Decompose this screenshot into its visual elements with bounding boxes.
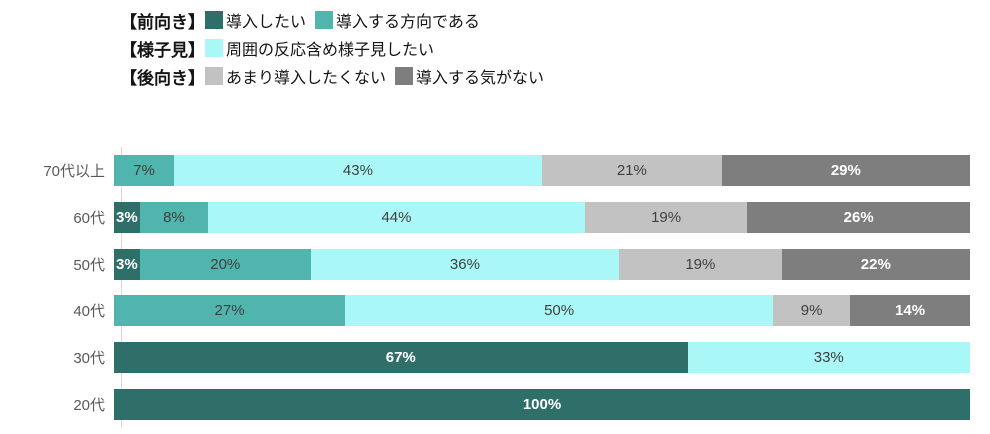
legend-item-label: 導入したい [226,14,307,31]
category-label: 20代 [73,397,105,415]
bar-segment: 8% [139,201,209,233]
category-label: 40代 [73,303,105,321]
bar-value-label: 50% [544,302,575,320]
legend-item: 導入する方向である [315,8,480,32]
legend-group-title: 【前向き】 [120,12,205,32]
bar-value-label: 26% [843,208,874,226]
bar-segment: 29% [721,154,970,186]
bar-segment: 21% [541,154,722,186]
chart-legend: 【前向き】 導入したい 導入する方向である【様子見】 周囲の反応含め様子見したい【後向… [120,6,553,90]
legend-item-label: あまり導入したくない [226,70,387,87]
bar-segment: 33% [687,342,970,374]
bar-segment: 19% [619,248,782,280]
category-label: 70代以上 [43,162,105,180]
bar-segment: 20% [139,248,311,280]
bar-value-label: 19% [685,255,716,273]
legend-swatch-icon [205,11,223,29]
bar-segment: 43% [173,154,542,186]
category-label: 50代 [73,256,105,274]
bar-segment: 22% [781,248,970,280]
bar-stack: 27% 50% 9% 14% [114,295,970,327]
bar-value-label: 36% [449,255,480,273]
bar-segment: 7% [114,154,174,186]
bar-row: 60代 3% 8% 44% 19% 26% [0,194,970,241]
legend-line: 【前向き】 導入したい 導入する方向である [120,6,553,34]
bar-value-label: 9% [800,302,823,320]
legend-item-label: 導入する気がない [416,70,545,87]
bar-segment: 14% [850,295,970,327]
legend-swatch-icon [205,67,223,85]
bar-value-label: 67% [385,349,416,367]
legend-swatch-icon [315,11,334,29]
legend-line: 【様子見】 周囲の反応含め様子見したい [120,34,553,62]
bar-row: 30代 67% 33% [0,334,970,381]
category-label: 30代 [73,350,105,368]
bar-value-label: 100% [522,396,562,414]
bar-segment: 67% [114,342,688,374]
bar-value-label: 27% [214,302,245,320]
bar-stack: 100% [114,389,970,421]
legend-group-title: 【後向き】 [120,68,205,88]
bar-value-label: 3% [115,255,138,273]
bar-row: 20代 100% [0,381,970,428]
bar-value-label: 21% [616,161,647,179]
legend-item: 周囲の反応含め様子見したい [205,36,434,60]
bar-row: 70代以上 7% 43% 21% 29% [0,147,970,194]
bar-value-label: 3% [115,208,138,226]
bar-segment: 36% [310,248,620,280]
bar-segment: 3% [114,201,140,233]
bar-segment: 50% [345,295,774,327]
bar-segment: 19% [584,201,748,233]
legend-group-title: 【様子見】 [120,40,205,60]
legend-item: 導入する気がない [395,64,544,88]
legend-item-label: 導入する方向である [336,14,480,31]
bar-stack: 3% 8% 44% 19% 26% [114,201,970,233]
bar-stack: 7% 43% 21% 29% [114,154,970,186]
bar-value-label: 44% [381,208,412,226]
y-axis-line [121,147,122,428]
legend-swatch-icon [205,39,223,57]
bar-stack: 67% 33% [114,342,970,374]
legend-swatch-icon [395,67,414,85]
bar-value-label: 19% [651,208,682,226]
bar-value-label: 7% [133,161,155,179]
bar-segment: 9% [773,295,851,327]
bar-row: 50代 3% 20% 36% 19% 22% [0,241,970,288]
bar-segment: 44% [208,201,585,233]
bar-value-label: 43% [342,161,373,179]
bar-value-label: 29% [830,161,861,179]
bar-segment: 3% [114,248,140,280]
bar-stack: 3% 20% 36% 19% 22% [114,248,970,280]
bar-segment: 27% [114,295,346,327]
bar-row: 40代 27% 50% 9% 14% [0,287,970,334]
plot-area: 70代以上 7% 43% 21% 29% 60代 3% 8% 44% 19% 26% 50代 3% 20%… [0,147,970,428]
legend-item-label: 周囲の反応含め様子見したい [226,42,435,59]
legend-item: あまり導入したくない [205,64,386,88]
category-label: 60代 [73,209,105,227]
legend-line: 【後向き】 あまり導入したくない 導入する気がない [120,62,553,90]
legend-item: 導入したい [205,8,306,32]
bar-value-label: 33% [813,349,844,367]
bar-value-label: 8% [163,208,185,226]
bar-segment: 100% [114,389,970,421]
bar-value-label: 20% [210,255,241,273]
bar-value-label: 14% [895,302,926,320]
bar-segment: 26% [747,201,970,233]
bar-value-label: 22% [860,255,891,273]
